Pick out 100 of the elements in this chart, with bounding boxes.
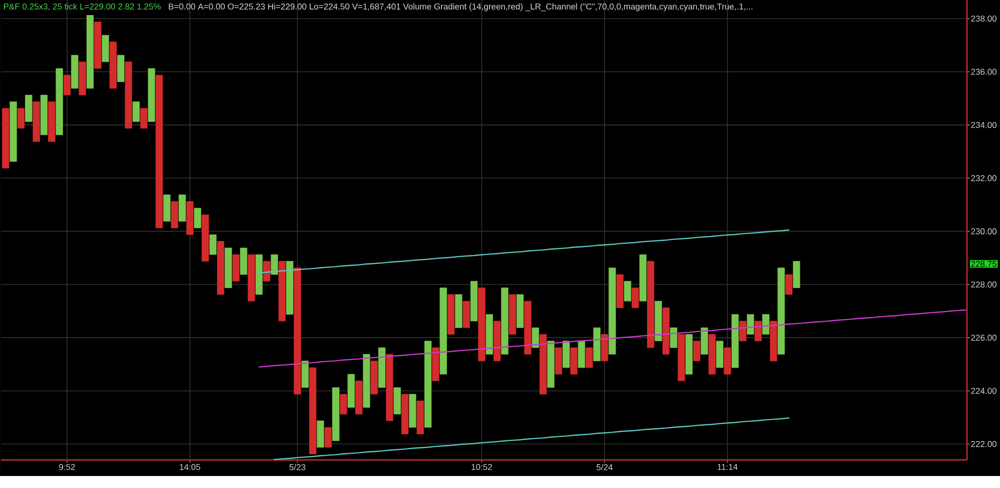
bar: [263, 261, 270, 282]
text: 228.75: [971, 260, 996, 268]
bar: [409, 394, 416, 428]
bar: [63, 74, 71, 96]
bar: [40, 94, 48, 136]
bar: [447, 294, 455, 335]
bar: [186, 201, 194, 235]
bar: [532, 328, 540, 348]
bar: [708, 334, 716, 374]
bar: [170, 201, 178, 228]
bar: [586, 347, 593, 368]
bar: [56, 68, 63, 136]
bar: [324, 427, 332, 448]
bar: [78, 62, 86, 96]
bar: [32, 101, 40, 142]
bar: [148, 68, 156, 122]
bar: [86, 15, 94, 89]
bar: [754, 320, 762, 342]
bar: [270, 254, 278, 275]
bar: [362, 354, 370, 408]
bar: [562, 340, 570, 368]
bar: [486, 314, 493, 354]
bar: [524, 300, 532, 354]
bar: [209, 234, 217, 255]
bar: [25, 94, 32, 122]
bar: [240, 248, 248, 275]
bar: [516, 294, 524, 328]
bar: [348, 374, 355, 408]
y-tick-label: 234.00: [971, 122, 996, 128]
x-tick-label: 10:52: [472, 464, 492, 470]
bar: [770, 320, 778, 362]
bar: [110, 42, 117, 89]
bar: [432, 347, 440, 382]
y-tick-label: 222.00: [971, 441, 996, 448]
bar: [286, 261, 294, 315]
bar: [248, 254, 255, 302]
bar: [470, 280, 478, 322]
bar: [416, 400, 424, 434]
bar: [578, 340, 586, 368]
bar: [624, 280, 632, 302]
bar: [132, 101, 140, 122]
bar: [378, 347, 386, 388]
bar: [462, 300, 470, 328]
y-tick-label: 230.00: [971, 228, 996, 234]
chart-title: P&F 0.25x3, 25 tick L=229.00 2.82 1.25%: [4, 3, 161, 11]
x-tick-label: 14:05: [180, 464, 200, 470]
bar: [117, 54, 124, 82]
bar: [232, 254, 240, 282]
bar: [224, 248, 232, 288]
bar: [71, 54, 78, 89]
bar: [570, 347, 578, 374]
bar: [693, 340, 700, 362]
bar: [608, 268, 616, 354]
bar: [639, 254, 647, 302]
bar: [302, 360, 309, 388]
bar: [540, 334, 547, 394]
y-tick-label: 228.00: [971, 281, 996, 288]
bar: [724, 347, 731, 374]
bar: [17, 108, 25, 128]
x-tick-label: 5/23: [289, 464, 306, 470]
bar: [217, 241, 224, 295]
bar: [10, 101, 17, 162]
bar: [194, 208, 202, 228]
bar: [48, 101, 56, 142]
bar: [762, 314, 770, 335]
bar: [685, 334, 693, 374]
bar: [102, 35, 110, 62]
bar: [332, 387, 340, 441]
bar: [294, 268, 301, 394]
bar: [662, 308, 670, 354]
bar: [678, 334, 685, 382]
y-tick-label: 238.00: [971, 16, 996, 22]
bar: [94, 22, 102, 69]
y-tick-label: 236.00: [971, 68, 996, 75]
bar: [647, 261, 654, 348]
bar: [616, 274, 624, 308]
bar: [340, 394, 348, 414]
bar: [632, 288, 639, 308]
bar: [386, 354, 394, 421]
bar: [163, 194, 170, 222]
bar: [202, 214, 209, 262]
bar: [739, 320, 746, 342]
bar: [746, 314, 754, 335]
bar: [2, 108, 10, 168]
bar: [394, 387, 401, 414]
bar: [156, 74, 163, 228]
bar: [508, 294, 516, 335]
y-tick-label: 232.00: [971, 175, 996, 182]
y-tick-label: 224.00: [971, 388, 996, 394]
bar: [493, 320, 501, 362]
bar: [255, 254, 263, 295]
bar: [554, 347, 562, 374]
bar: [309, 367, 316, 454]
bar: [401, 394, 408, 434]
x-tick-label: 11:14: [718, 464, 738, 470]
bar: [140, 108, 148, 128]
bar: [501, 288, 508, 354]
bar: [440, 288, 447, 374]
x-tick-label: 5/24: [596, 464, 613, 470]
bar: [124, 62, 132, 128]
